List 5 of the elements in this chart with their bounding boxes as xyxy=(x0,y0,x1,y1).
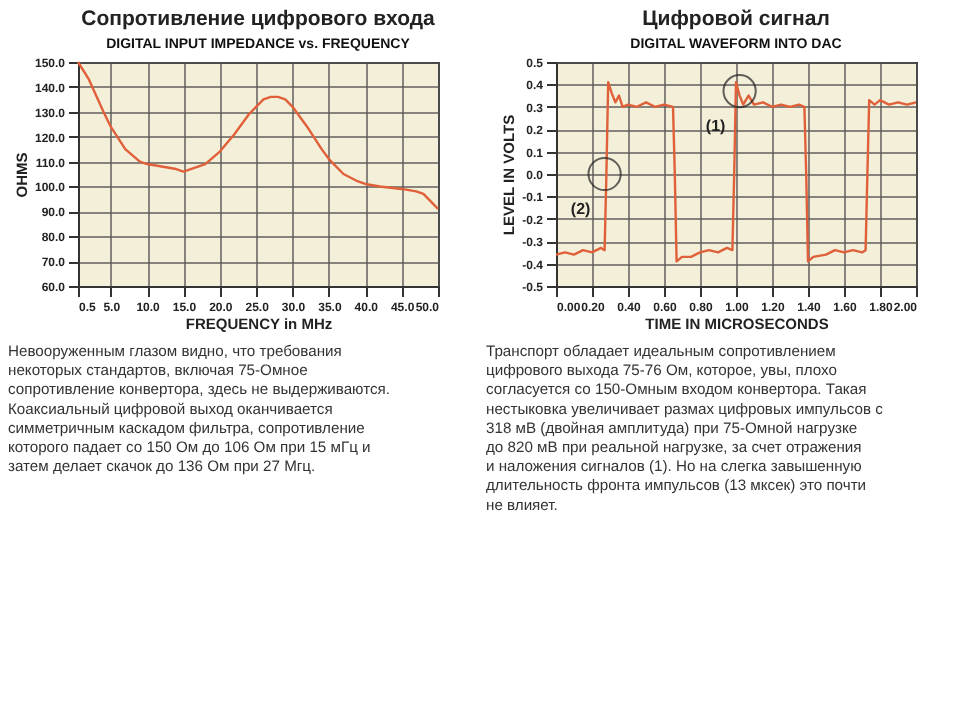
chart-title: Цифровой сигнал xyxy=(642,7,830,31)
annotation: (2) xyxy=(570,200,592,218)
line-series xyxy=(554,80,918,263)
chart-title: Сопротивление цифрового входа xyxy=(81,7,436,31)
annotation: (1) xyxy=(705,117,727,136)
